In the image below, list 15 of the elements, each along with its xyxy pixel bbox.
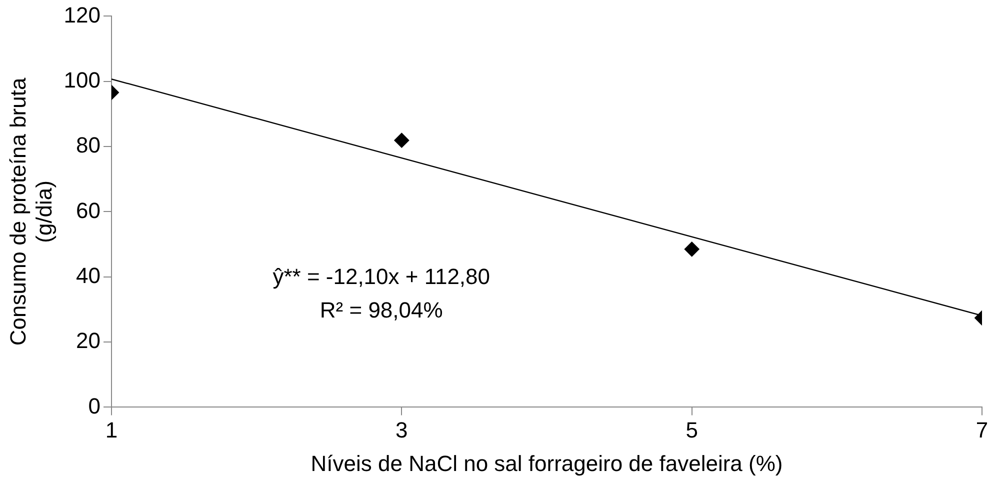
y-tick-label: 120	[64, 2, 101, 28]
y-axis-title: Consumo de proteína bruta (g/dia)	[5, 77, 57, 346]
x-tick-label: 1	[105, 417, 118, 442]
x-tick-label: 3	[396, 417, 408, 442]
x-tick-label: 5	[686, 417, 698, 442]
y-tick-label: 60	[76, 198, 101, 223]
x-axis-title: Níveis de NaCl no sal forrageiro de faveleira (%)	[310, 450, 783, 476]
y-tick-label: 0	[88, 393, 101, 418]
y-tick-label: 80	[76, 132, 101, 158]
annotation: ŷ** = -12,10x + 112,80	[272, 264, 490, 290]
y-tick-label: 100	[64, 67, 101, 92]
x-tick-label: 7	[976, 417, 988, 442]
annotation: R² = 98,04%	[320, 297, 443, 322]
y-tick-label: 40	[76, 262, 101, 288]
y-tick-label: 20	[76, 328, 101, 354]
